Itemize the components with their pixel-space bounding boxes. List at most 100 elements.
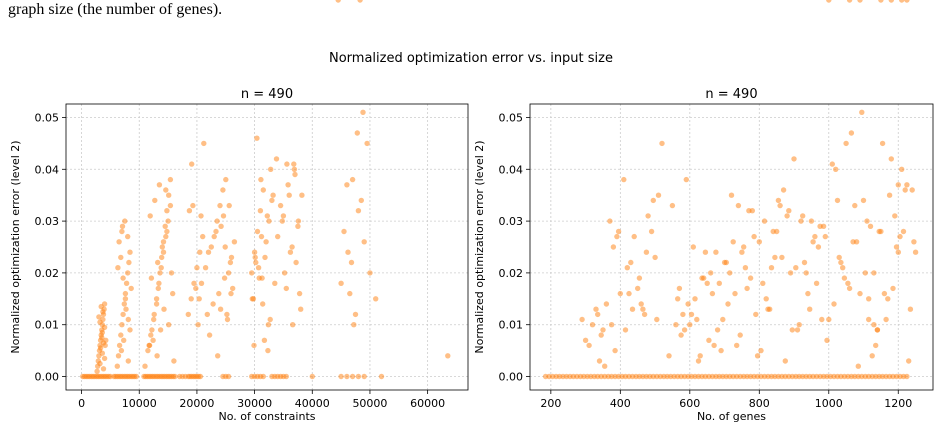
data-point	[655, 192, 662, 198]
data-point	[213, 228, 219, 235]
data-point	[866, 316, 872, 323]
data-point	[659, 140, 665, 147]
data-point	[852, 202, 858, 209]
data-point	[720, 316, 726, 323]
data-point	[348, 259, 355, 266]
data-point	[160, 239, 167, 245]
x-axis-label: No. of constraints	[219, 410, 316, 423]
data-point	[687, 322, 693, 328]
data-point	[258, 176, 264, 183]
data-point	[159, 244, 165, 250]
y-tick-label: 0.00	[499, 371, 524, 384]
data-point	[840, 265, 846, 271]
data-point	[279, 218, 285, 224]
data-point	[666, 353, 672, 359]
data-point	[690, 244, 696, 250]
data-point	[680, 311, 686, 318]
data-point	[786, 208, 792, 214]
data-point	[758, 347, 764, 354]
data-point	[909, 187, 915, 193]
data-point	[260, 187, 266, 193]
data-point	[335, 0, 341, 3]
data-point	[822, 233, 828, 240]
data-point	[831, 301, 837, 307]
data-point	[251, 342, 257, 349]
data-point	[252, 254, 258, 261]
data-point	[157, 270, 163, 276]
data-point	[257, 208, 264, 214]
x-tick-label: 30000	[237, 397, 272, 410]
data-point	[862, 270, 868, 276]
data-point	[118, 254, 124, 261]
data-point	[829, 161, 835, 167]
data-point	[589, 322, 596, 328]
data-point	[152, 197, 158, 204]
data-point	[264, 213, 270, 219]
data-point	[779, 254, 785, 261]
data-point	[221, 275, 228, 281]
data-point	[125, 358, 131, 364]
data-point	[648, 228, 655, 235]
data-point	[892, 213, 898, 219]
data-point	[268, 166, 274, 172]
data-point	[904, 0, 910, 3]
data-point	[160, 249, 167, 255]
data-point	[231, 239, 238, 245]
data-point	[262, 254, 268, 261]
y-tick-label: 0.02	[499, 267, 524, 280]
data-point	[899, 0, 905, 3]
data-point	[669, 202, 676, 209]
data-point	[603, 301, 610, 307]
data-point	[355, 373, 362, 380]
data-point	[636, 275, 643, 281]
data-point	[885, 296, 891, 302]
y-axis-label: Normalized optimization error (level 2)	[9, 140, 22, 353]
data-point	[164, 208, 170, 214]
data-point	[782, 358, 788, 364]
data-point	[754, 353, 761, 359]
data-point	[223, 176, 229, 183]
data-point	[886, 192, 893, 198]
x-tick-label: 1200	[884, 397, 912, 410]
data-point	[692, 296, 698, 302]
data-point	[122, 296, 129, 302]
data-point	[281, 270, 288, 276]
data-point	[742, 265, 749, 271]
data-point	[171, 358, 177, 364]
data-point	[645, 213, 651, 219]
data-point	[596, 358, 603, 364]
data-point	[654, 316, 660, 323]
data-point	[94, 368, 100, 374]
data-point	[753, 311, 759, 318]
data-point	[704, 280, 710, 286]
data-point	[165, 218, 171, 224]
data-point	[121, 301, 128, 307]
data-point	[198, 213, 204, 219]
data-point	[125, 316, 131, 323]
data-point	[364, 140, 370, 147]
data-point	[226, 202, 232, 209]
data-point	[843, 140, 849, 147]
data-point	[593, 306, 599, 312]
data-point	[911, 239, 917, 245]
data-point	[228, 254, 235, 261]
data-point	[352, 311, 359, 318]
figure-title: Normalized optimization error vs. input …	[329, 51, 613, 66]
data-point	[355, 208, 362, 214]
data-point	[149, 327, 155, 333]
data-point	[162, 223, 168, 229]
data-point	[97, 360, 103, 367]
data-point	[167, 202, 174, 209]
data-point	[871, 270, 877, 276]
data-point	[760, 280, 766, 286]
data-point	[151, 311, 157, 318]
data-point	[846, 285, 853, 292]
data-point	[866, 296, 872, 302]
data-point	[675, 296, 681, 302]
data-point	[189, 161, 195, 167]
data-point	[600, 327, 606, 333]
data-point	[170, 290, 176, 297]
data-point	[128, 285, 134, 292]
y-tick-label: 0.03	[35, 215, 60, 228]
data-point	[125, 233, 131, 240]
